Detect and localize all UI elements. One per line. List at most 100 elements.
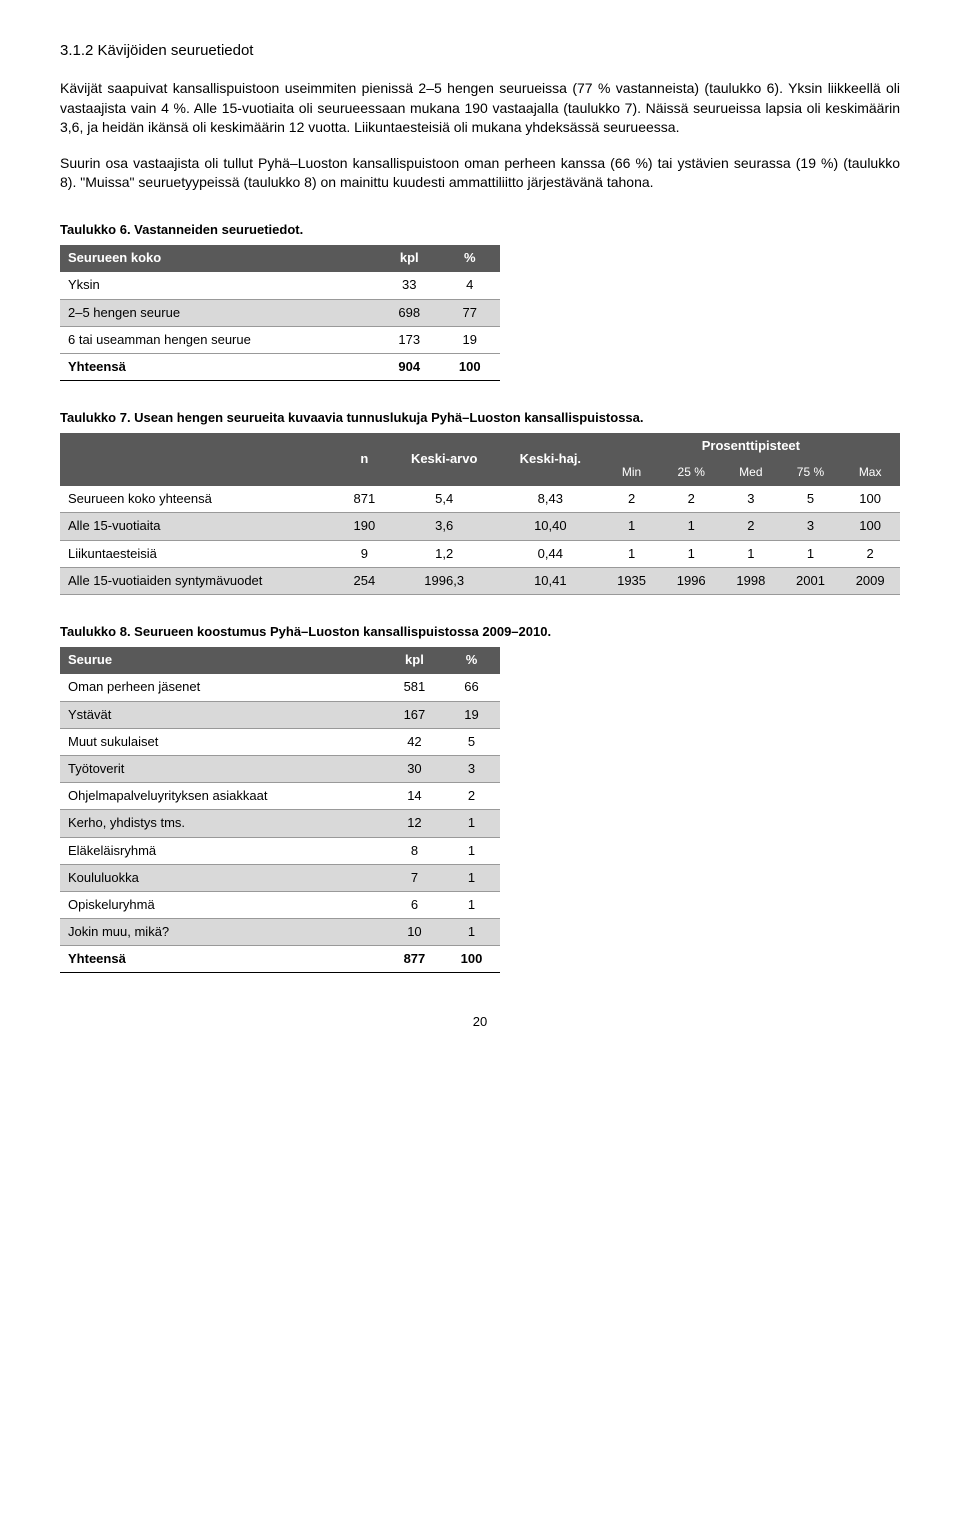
table7-h-n: n — [339, 433, 389, 485]
cell-p25: 1 — [661, 540, 721, 567]
table-row: Alle 15-vuotiaiden syntymävuodet2541996,… — [60, 567, 900, 594]
cell-label: Kerho, yhdistys tms. — [60, 810, 386, 837]
table7-h-blank — [60, 433, 339, 485]
table-row: Työtoverit303 — [60, 755, 500, 782]
cell-pct: 19 — [440, 326, 501, 353]
cell-max: 100 — [840, 486, 900, 513]
cell-pct: 3 — [443, 755, 500, 782]
table-row: Liikuntaesteisiä91,20,4411112 — [60, 540, 900, 567]
table6-h2: % — [440, 245, 501, 272]
cell-label: Seurueen koko yhteensä — [60, 486, 339, 513]
cell-label: Yhteensä — [60, 946, 386, 973]
cell-kpl: 904 — [379, 353, 439, 380]
cell-kpl: 10 — [386, 919, 443, 946]
cell-med: 2 — [721, 513, 781, 540]
cell-label: Ystävät — [60, 701, 386, 728]
table7-caption-bold: Taulukko 7. Usean hengen seurueita kuvaa… — [60, 410, 644, 425]
table6-header-row: Seurueen koko kpl % — [60, 245, 500, 272]
cell-kpl: 173 — [379, 326, 439, 353]
cell-label: 2–5 hengen seurue — [60, 299, 379, 326]
cell-n: 9 — [339, 540, 389, 567]
cell-kpl: 12 — [386, 810, 443, 837]
cell-kpl: 7 — [386, 864, 443, 891]
cell-p75: 3 — [781, 513, 841, 540]
table6-caption: Taulukko 6. Vastanneiden seuruetiedot. — [60, 221, 900, 239]
table7-h-pct: Prosenttipisteet — [602, 433, 900, 460]
cell-pct: 100 — [440, 353, 501, 380]
table-row: Yksin334 — [60, 272, 500, 299]
cell-kpl: 30 — [386, 755, 443, 782]
table-total-row: Yhteensä877100 — [60, 946, 500, 973]
cell-min: 2 — [602, 486, 662, 513]
table6-h1: kpl — [379, 245, 439, 272]
cell-label: Yksin — [60, 272, 379, 299]
cell-min: 1 — [602, 513, 662, 540]
table-row: 6 tai useamman hengen seurue17319 — [60, 326, 500, 353]
cell-n: 871 — [339, 486, 389, 513]
cell-pct: 1 — [443, 919, 500, 946]
cell-label: Alle 15-vuotiaita — [60, 513, 339, 540]
table-row: Kerho, yhdistys tms.121 — [60, 810, 500, 837]
table7-h-sd: Keski-haj. — [499, 433, 602, 485]
cell-n: 254 — [339, 567, 389, 594]
cell-pct: 5 — [443, 728, 500, 755]
table8-h2: % — [443, 647, 500, 674]
cell-sd: 0,44 — [499, 540, 602, 567]
cell-sd: 8,43 — [499, 486, 602, 513]
cell-p25: 1 — [661, 513, 721, 540]
table8: Seurue kpl % Oman perheen jäsenet58166Ys… — [60, 647, 500, 973]
table6-h0: Seurueen koko — [60, 245, 379, 272]
table-total-row: Yhteensä904100 — [60, 353, 500, 380]
cell-mean: 5,4 — [389, 486, 499, 513]
table7-sh-4: Max — [840, 460, 900, 486]
cell-kpl: 581 — [386, 674, 443, 701]
cell-med: 1 — [721, 540, 781, 567]
table7-header-row-1: n Keski-arvo Keski-haj. Prosenttipisteet — [60, 433, 900, 460]
cell-max: 2 — [840, 540, 900, 567]
cell-pct: 1 — [443, 864, 500, 891]
cell-label: Yhteensä — [60, 353, 379, 380]
table7-sh-0: Min — [602, 460, 662, 486]
table8-caption-bold: Taulukko 8. Seurueen koostumus Pyhä–Luos… — [60, 624, 551, 639]
cell-n: 190 — [339, 513, 389, 540]
section-heading: 3.1.2 Kävijöiden seuruetiedot — [60, 40, 900, 61]
cell-min: 1 — [602, 540, 662, 567]
cell-pct: 66 — [443, 674, 500, 701]
body-paragraph-2: Suurin osa vastaajista oli tullut Pyhä–L… — [60, 154, 900, 193]
cell-label: 6 tai useamman hengen seurue — [60, 326, 379, 353]
table-row: Alle 15-vuotiaita1903,610,401123100 — [60, 513, 900, 540]
cell-label: Koululuokka — [60, 864, 386, 891]
table7-sh-3: 75 % — [781, 460, 841, 486]
cell-kpl: 33 — [379, 272, 439, 299]
page-number: 20 — [60, 1013, 900, 1031]
body-paragraph-1: Kävijät saapuivat kansallispuistoon usei… — [60, 79, 900, 138]
table-row: Eläkeläisryhmä81 — [60, 837, 500, 864]
cell-mean: 1,2 — [389, 540, 499, 567]
cell-p75: 1 — [781, 540, 841, 567]
cell-mean: 1996,3 — [389, 567, 499, 594]
table-row: Ohjelmapalveluyrityksen asiakkaat142 — [60, 783, 500, 810]
table-row: Ystävät16719 — [60, 701, 500, 728]
table8-h0: Seurue — [60, 647, 386, 674]
cell-med: 3 — [721, 486, 781, 513]
cell-max: 2009 — [840, 567, 900, 594]
cell-pct: 1 — [443, 891, 500, 918]
table6: Seurueen koko kpl % Yksin3342–5 hengen s… — [60, 245, 500, 381]
table7-sh-2: Med — [721, 460, 781, 486]
cell-sd: 10,40 — [499, 513, 602, 540]
cell-label: Liikuntaesteisiä — [60, 540, 339, 567]
cell-p25: 1996 — [661, 567, 721, 594]
cell-label: Oman perheen jäsenet — [60, 674, 386, 701]
cell-sd: 10,41 — [499, 567, 602, 594]
cell-max: 100 — [840, 513, 900, 540]
cell-pct: 77 — [440, 299, 501, 326]
table-row: 2–5 hengen seurue69877 — [60, 299, 500, 326]
cell-label: Jokin muu, mikä? — [60, 919, 386, 946]
cell-label: Työtoverit — [60, 755, 386, 782]
table-row: Oman perheen jäsenet58166 — [60, 674, 500, 701]
cell-kpl: 14 — [386, 783, 443, 810]
cell-kpl: 877 — [386, 946, 443, 973]
table-row: Opiskeluryhmä61 — [60, 891, 500, 918]
cell-kpl: 42 — [386, 728, 443, 755]
table8-header-row: Seurue kpl % — [60, 647, 500, 674]
